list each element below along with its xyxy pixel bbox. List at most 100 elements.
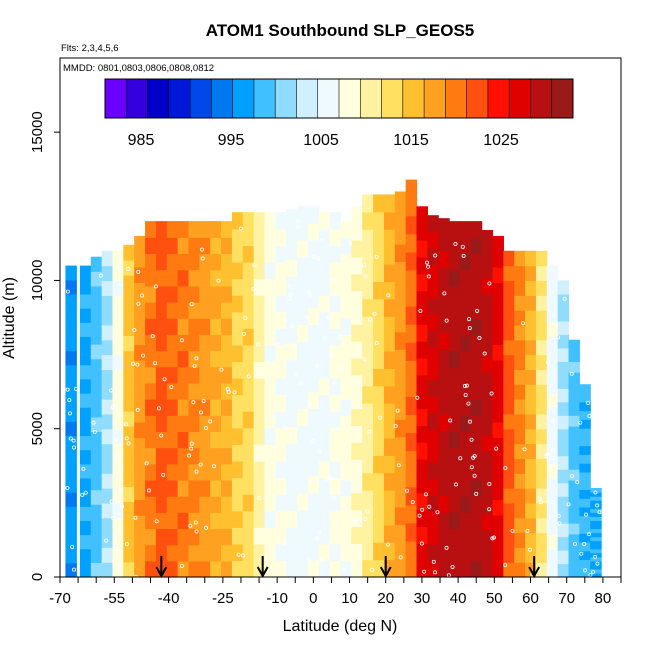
heatmap-cell bbox=[221, 301, 233, 319]
heatmap-cell bbox=[449, 431, 461, 449]
heatmap-cell bbox=[134, 561, 146, 578]
heatmap-cell bbox=[90, 344, 103, 360]
heatmap-cell bbox=[590, 572, 602, 578]
heatmap-cell bbox=[145, 479, 157, 497]
heatmap-cell bbox=[546, 364, 559, 380]
data-point bbox=[162, 377, 167, 382]
heatmap-cell bbox=[242, 311, 255, 329]
heatmap-cell bbox=[492, 266, 504, 284]
heatmap-cell bbox=[264, 411, 276, 429]
heatmap-cell bbox=[514, 354, 526, 370]
heatmap-cell bbox=[340, 479, 352, 497]
heatmap-cell bbox=[459, 463, 472, 481]
heatmap-cell bbox=[438, 397, 450, 415]
data-point bbox=[246, 374, 251, 379]
data-point bbox=[454, 482, 459, 487]
y-axis: 0 5000 10000 15000 bbox=[29, 111, 60, 581]
heatmap-cell bbox=[297, 509, 309, 528]
heatmap-cell bbox=[177, 318, 190, 335]
heatmap-cell bbox=[231, 477, 244, 495]
heatmap-cell bbox=[438, 462, 450, 480]
y-axis-label: Altitude (m) bbox=[1, 277, 18, 359]
heatmap-cell bbox=[427, 511, 439, 529]
data-point bbox=[415, 395, 420, 400]
heatmap-cell bbox=[79, 407, 92, 422]
heatmap-cell bbox=[101, 369, 114, 385]
data-point bbox=[363, 517, 368, 522]
heatmap-cell bbox=[481, 450, 494, 468]
heatmap-cell bbox=[405, 251, 418, 271]
colorbar-swatch bbox=[381, 79, 404, 118]
heatmap-cell bbox=[470, 544, 483, 562]
heatmap-cell bbox=[438, 234, 450, 252]
heatmap-cell bbox=[318, 295, 331, 313]
heatmap-cell bbox=[166, 431, 179, 449]
data-point bbox=[316, 256, 321, 261]
heatmap-cell bbox=[112, 250, 124, 267]
heatmap-cell bbox=[297, 408, 309, 426]
heatmap-cell bbox=[568, 415, 580, 427]
heatmap-cell bbox=[438, 495, 450, 513]
heatmap-cell bbox=[525, 517, 537, 534]
heatmap-cell bbox=[210, 237, 222, 255]
heatmap-cell bbox=[579, 384, 591, 394]
heatmap-cell bbox=[199, 399, 211, 416]
heatmap-cell bbox=[123, 290, 135, 306]
heatmap-cell bbox=[275, 245, 287, 263]
heatmap-cell bbox=[394, 454, 407, 473]
heatmap-cell bbox=[405, 342, 418, 361]
heatmap-cell bbox=[449, 463, 461, 481]
heatmap-cell bbox=[123, 456, 135, 472]
heatmap-cell bbox=[79, 350, 92, 366]
heatmap-cell bbox=[525, 502, 537, 519]
data-point bbox=[448, 418, 453, 423]
colorbar-swatch bbox=[445, 79, 468, 118]
heatmap-cell bbox=[373, 385, 385, 404]
data-point bbox=[469, 437, 474, 442]
heatmap-cell bbox=[188, 237, 200, 255]
heatmap-cell bbox=[373, 229, 385, 248]
data-point bbox=[189, 446, 194, 451]
heatmap-cell bbox=[318, 543, 331, 562]
heatmap-cell bbox=[264, 543, 276, 562]
heatmap-cell bbox=[525, 369, 537, 385]
data-point bbox=[199, 247, 204, 252]
heatmap-cell bbox=[65, 279, 77, 295]
heatmap-cell bbox=[416, 475, 428, 494]
heatmap-cell bbox=[470, 301, 483, 319]
heatmap-cell bbox=[90, 518, 103, 534]
data-point bbox=[471, 455, 476, 460]
heatmap-cell bbox=[362, 559, 374, 578]
heatmap-cell bbox=[427, 428, 439, 447]
colorbar-tick-label: 995 bbox=[218, 132, 245, 149]
heatmap-cell bbox=[177, 237, 190, 255]
heatmap-cell bbox=[416, 357, 428, 376]
heatmap-cell bbox=[123, 335, 135, 352]
heatmap-cell bbox=[145, 382, 157, 400]
heatmap-cell bbox=[231, 378, 244, 396]
heatmap-cell bbox=[199, 382, 211, 400]
heatmap-cell bbox=[155, 221, 168, 238]
colorbar-swatch bbox=[424, 79, 446, 118]
heatmap-cell bbox=[579, 498, 591, 508]
heatmap-cell bbox=[221, 463, 233, 481]
heatmap-cell bbox=[351, 560, 363, 578]
heatmap-cell bbox=[221, 269, 233, 287]
data-point bbox=[550, 500, 555, 505]
heatmap-cell bbox=[199, 415, 211, 433]
heatmap-cell bbox=[590, 552, 602, 558]
heatmap-cell bbox=[351, 206, 363, 224]
heatmap-cell bbox=[449, 253, 461, 271]
heatmap-cell bbox=[318, 427, 331, 445]
heatmap-cell bbox=[210, 447, 222, 465]
heatmap-cell bbox=[329, 477, 342, 495]
heatmap-cell bbox=[449, 544, 461, 562]
heatmap-cell bbox=[514, 428, 526, 445]
heatmap-cell bbox=[438, 332, 450, 350]
heatmap-cell bbox=[438, 446, 450, 464]
heatmap-cell bbox=[535, 354, 548, 370]
data-point bbox=[579, 551, 584, 556]
heatmap-cell bbox=[449, 301, 461, 319]
heatmap-cell bbox=[329, 328, 342, 346]
heatmap-cell bbox=[318, 228, 331, 246]
